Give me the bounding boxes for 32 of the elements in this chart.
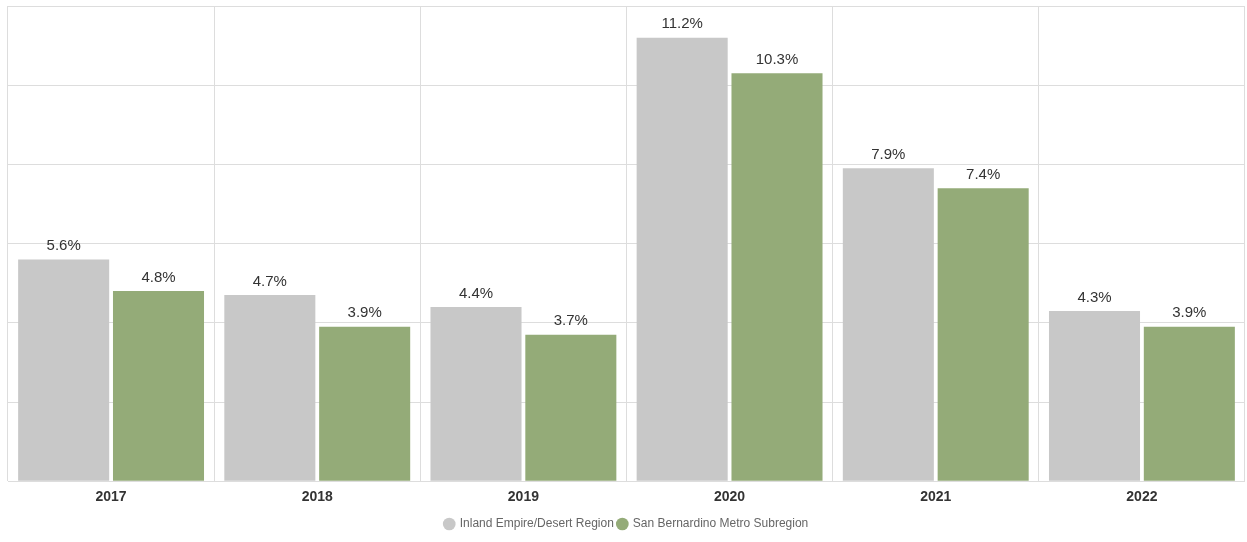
data-label: 4.3% [1077,287,1112,305]
data-label: 3.7% [553,311,588,329]
x-tick-label: 2021 [920,488,952,505]
x-tick-label: 2019 [507,488,540,505]
data-label: 7.9% [871,145,906,162]
bar [937,188,1029,481]
bar [731,73,823,481]
data-label: 5.6% [46,236,81,254]
x-tick-label: 2022 [1126,488,1158,505]
data-label: 7.4% [966,164,1001,182]
legend-label: San Bernardino Metro Subregion [632,516,809,531]
bar [842,168,934,481]
bar [112,291,205,481]
data-label: 3.9% [1172,303,1207,321]
data-label: 3.9% [347,303,382,321]
data-label: 4.4% [458,283,494,301]
bar [1048,310,1141,481]
bar [1143,326,1235,481]
bar [430,306,522,481]
data-label: 4.7% [252,271,287,289]
x-tick-label: 2020 [714,488,746,505]
bar [319,326,411,481]
bar [636,37,728,481]
x-tick-label: 2017 [95,488,127,505]
bar [525,334,617,481]
data-label: 10.3% [755,49,799,67]
bar [224,295,316,481]
data-label: 4.8% [141,267,176,285]
legend-label: Inland Empire/Desert Region [459,516,614,531]
x-tick-label: 2018 [301,488,334,505]
bar [18,259,110,481]
data-label: 11.2% [661,14,703,32]
